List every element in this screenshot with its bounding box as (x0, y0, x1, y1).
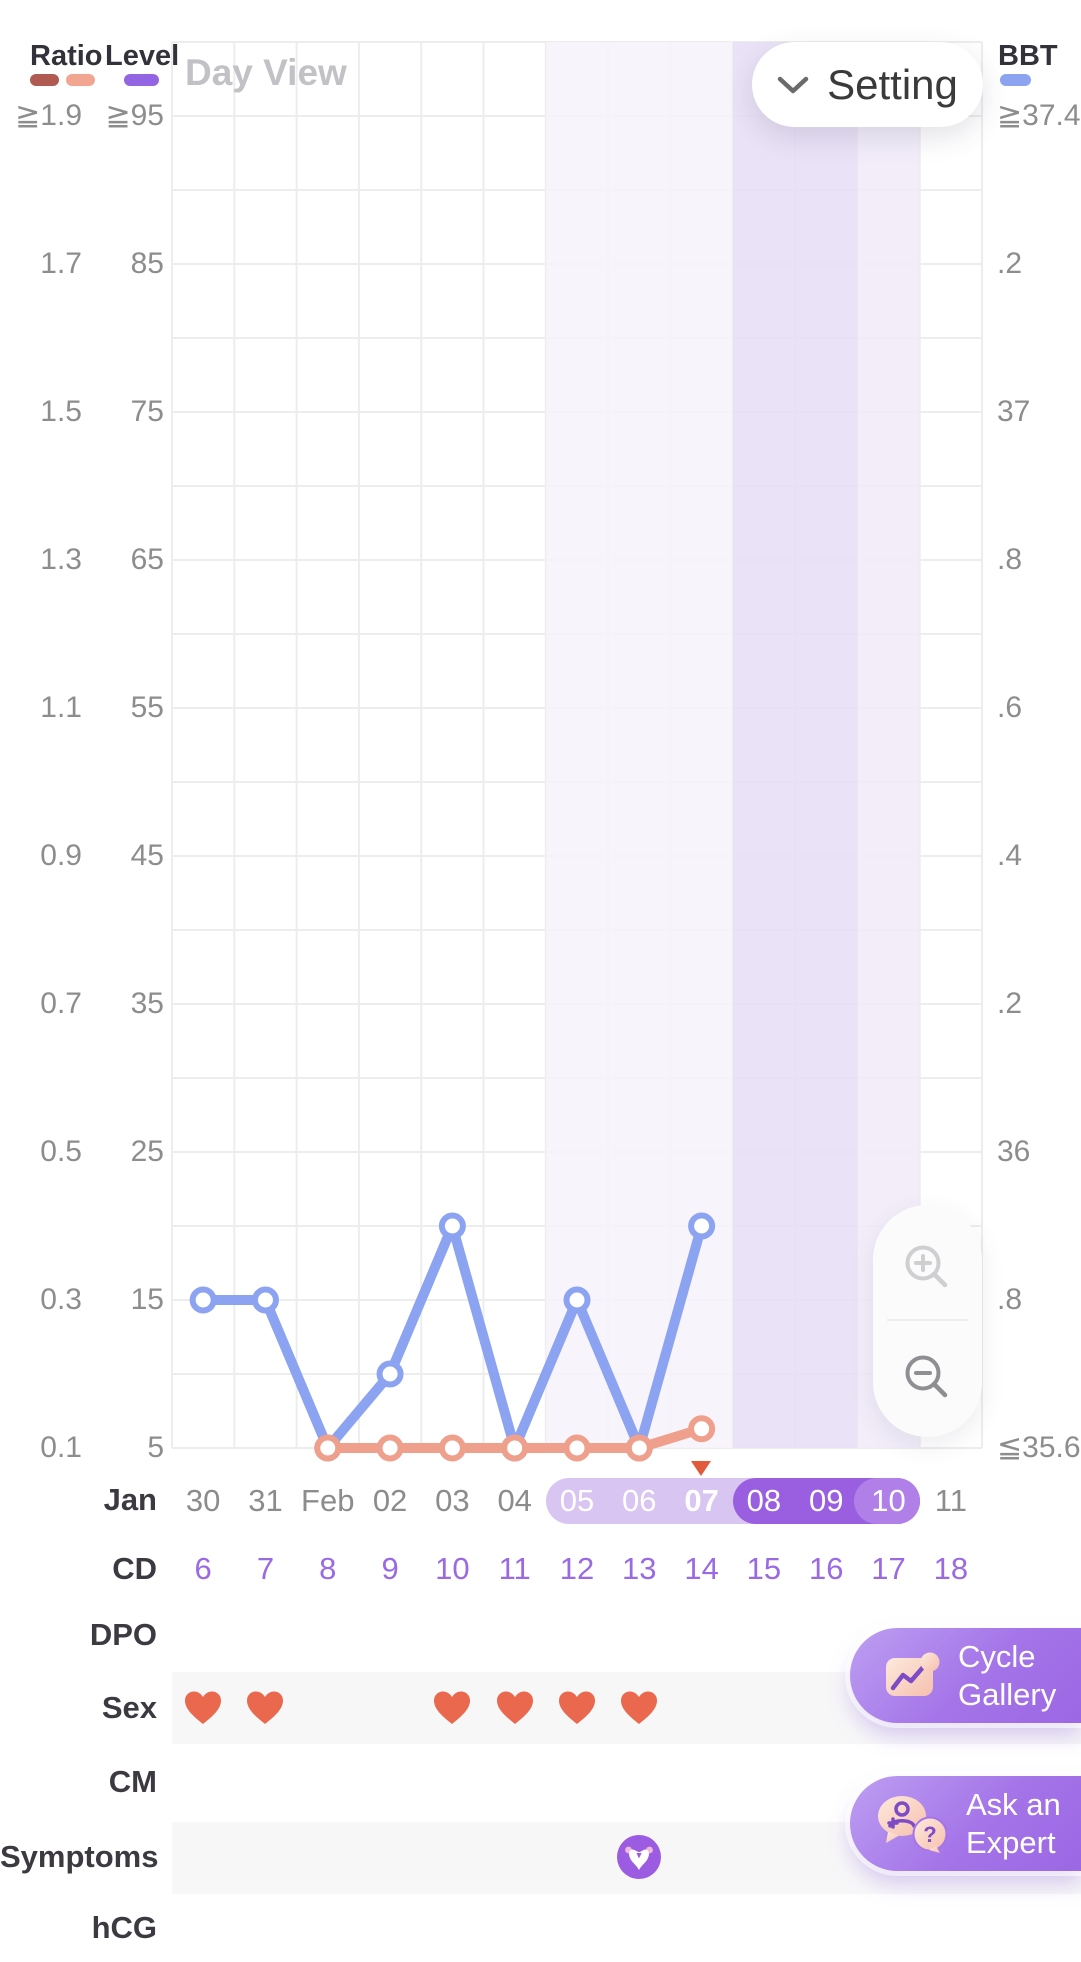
level-tick: ≧95 (105, 99, 164, 132)
date-label[interactable]: Feb (301, 1483, 355, 1518)
row-label-dpo: DPO (89, 1617, 157, 1652)
date-label[interactable]: 07 (684, 1483, 719, 1518)
cycle-day-value: 6 (194, 1551, 212, 1586)
cycle-day-value: 15 (746, 1551, 782, 1586)
row-label-cm: CM (108, 1764, 157, 1799)
fertile-window-day-pill (546, 1478, 920, 1524)
level-tick: 35 (130, 987, 164, 1020)
bbt-tick: ≦35.6 (997, 1431, 1081, 1464)
cycle-gallery-button[interactable]: Cycle Gallery (850, 1628, 1081, 1723)
level-tick: 5 (147, 1431, 164, 1464)
date-label[interactable]: 31 (248, 1483, 283, 1518)
level-tick: 65 (130, 543, 164, 576)
date-label[interactable]: 05 (559, 1483, 595, 1518)
bbt-legend-swatch (1000, 74, 1031, 86)
level-axis-title: Level (105, 40, 180, 72)
date-label[interactable]: 11 (934, 1483, 967, 1518)
svg-text:?: ? (923, 1822, 936, 1847)
chart-plot-area[interactable] (171, 41, 983, 1462)
heart-icon (559, 1691, 595, 1724)
ratio-axis-title: Ratio (30, 40, 103, 72)
ask-expert-label: Ask an Expert (966, 1786, 1061, 1860)
chevron-down-icon (777, 75, 809, 95)
date-label[interactable]: 06 (622, 1483, 657, 1518)
bbt-tick: .6 (997, 691, 1023, 724)
level-tick: 45 (130, 839, 164, 872)
row-label-cd: CD (112, 1551, 157, 1586)
bbt-ratio-line-chart (171, 41, 983, 1462)
uterus-icon[interactable] (617, 1835, 662, 1879)
cycle-day-value: 13 (622, 1551, 657, 1586)
ratio-tick: 0.1 (40, 1431, 82, 1464)
ratio-tick: 1.1 (40, 691, 82, 724)
day-pill-cap (854, 1478, 920, 1524)
cycle-day-value: 12 (559, 1551, 595, 1586)
cycle-day-value: 9 (381, 1551, 399, 1586)
heart-icon (621, 1691, 658, 1724)
level-tick: 15 (130, 1283, 164, 1316)
zoom-out-icon[interactable] (901, 1351, 955, 1410)
ratio-tick: 1.7 (40, 247, 82, 280)
date-label[interactable]: 30 (185, 1483, 221, 1518)
bbt-tick: .8 (997, 1283, 1023, 1316)
ratio-tick: 0.3 (40, 1283, 82, 1316)
date-label[interactable]: 10 (871, 1483, 906, 1518)
level-tick: 55 (130, 691, 164, 724)
zoom-control-divider (887, 1319, 968, 1321)
cycle-day-value: 17 (871, 1551, 906, 1586)
setting-button[interactable]: Setting (752, 42, 983, 127)
bbt-tick: 36 (997, 1135, 1031, 1168)
row-label-sex: Sex (101, 1690, 157, 1725)
ratio-tick: 0.9 (40, 839, 82, 872)
ratio-tick: 1.3 (40, 543, 82, 576)
setting-button-label: Setting (827, 60, 958, 108)
row-label-symptoms: Symptoms (0, 1839, 159, 1874)
ratio-tick: 0.7 (40, 987, 82, 1020)
ovulation-marker-icon (690, 1460, 712, 1482)
cycle-day-value: 10 (435, 1551, 470, 1586)
ratio-tick: ≧1.9 (15, 99, 82, 132)
level-tick: 75 (130, 395, 164, 428)
heart-icon (185, 1691, 222, 1724)
cycle-gallery-label: Cycle Gallery (958, 1638, 1057, 1712)
heart-icon (247, 1691, 284, 1724)
row-label-hcg: hCG (91, 1910, 157, 1945)
chart-photo-icon (884, 1651, 942, 1701)
zoom-in-icon[interactable] (901, 1241, 955, 1300)
ask-expert-button[interactable]: ? Ask an Expert (850, 1776, 1081, 1871)
ratio-dark-legend-swatch (30, 74, 59, 86)
cycle-day-value: 18 (933, 1551, 969, 1586)
level-legend-swatch (124, 74, 159, 86)
bbt-tick: 37 (997, 395, 1031, 428)
level-tick: 25 (130, 1135, 164, 1168)
heart-icon (434, 1691, 471, 1724)
month-label: Jan (103, 1482, 157, 1517)
cycle-day-value: 7 (256, 1551, 275, 1586)
date-label[interactable]: 09 (808, 1483, 844, 1518)
ratio-light-legend-swatch (66, 74, 95, 86)
heart-icon (496, 1691, 533, 1724)
date-label[interactable]: 08 (746, 1483, 782, 1518)
cycle-day-value: 8 (319, 1551, 337, 1586)
bbt-tick: .8 (997, 543, 1023, 576)
date-label[interactable]: 04 (497, 1483, 532, 1518)
ratio-tick: 0.5 (40, 1135, 82, 1168)
ratio-tick: 1.5 (40, 395, 82, 428)
cycle-day-value: 16 (808, 1551, 844, 1586)
bbt-tick: ≧37.4 (997, 99, 1081, 132)
bbt-tick: .2 (997, 247, 1023, 280)
level-tick: 85 (130, 247, 164, 280)
date-label[interactable]: 02 (372, 1483, 408, 1518)
view-mode-watermark: Day View (185, 52, 347, 93)
chart-zoom-control (873, 1205, 982, 1437)
bbt-tick: .4 (997, 839, 1023, 872)
date-label[interactable]: 03 (435, 1483, 470, 1518)
bbt-tick: .2 (997, 987, 1023, 1020)
cycle-day-value: 14 (684, 1551, 719, 1586)
chat-bubbles-icon: ? (876, 1793, 950, 1855)
cycle-day-value: 11 (498, 1551, 531, 1586)
bbt-axis-title: BBT (998, 40, 1058, 72)
